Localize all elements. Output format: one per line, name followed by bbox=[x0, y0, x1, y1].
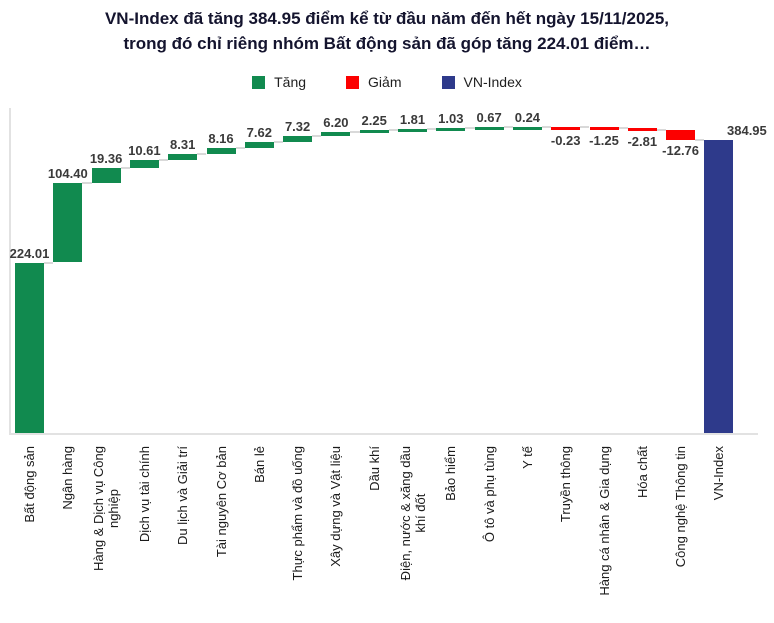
bar-13[interactable] bbox=[512, 127, 542, 131]
value-label-1: 104.40 bbox=[47, 166, 88, 182]
category-label-text: Du lịch và Giải trí bbox=[175, 446, 191, 545]
bar-1[interactable] bbox=[53, 183, 83, 263]
waterfall-connector bbox=[388, 128, 398, 131]
bar-6[interactable] bbox=[244, 141, 274, 148]
legend-label: VN-Index bbox=[463, 74, 522, 90]
bar-15[interactable] bbox=[589, 127, 619, 130]
chart-title-line2: trong đó chỉ riêng nhóm Bất động sản đã … bbox=[123, 34, 651, 53]
value-label-4: 8.31 bbox=[170, 136, 196, 152]
waterfall-connector bbox=[273, 140, 284, 143]
waterfall-connector bbox=[465, 126, 475, 129]
y-axis-line bbox=[9, 108, 11, 435]
waterfall-connector bbox=[541, 126, 552, 129]
bar-17[interactable] bbox=[666, 130, 696, 141]
value-label-3: 10.61 bbox=[128, 143, 161, 159]
waterfall-connector bbox=[503, 126, 513, 129]
bar-4[interactable] bbox=[168, 153, 198, 161]
bar-18[interactable] bbox=[704, 140, 734, 433]
category-label-text: Ô tô và phụ tùng bbox=[481, 446, 497, 543]
category-label-text: VN-Index bbox=[711, 446, 727, 501]
value-label-18: 384.95 bbox=[727, 123, 767, 139]
value-label-11: 1.03 bbox=[438, 110, 464, 126]
waterfall-connector bbox=[350, 130, 360, 133]
value-label-6: 7.62 bbox=[246, 124, 272, 140]
bar-11[interactable] bbox=[436, 127, 466, 131]
waterfall-connector bbox=[120, 167, 130, 170]
bar-9[interactable] bbox=[359, 129, 389, 133]
waterfall-connector bbox=[158, 159, 169, 162]
legend-label: Giảm bbox=[368, 74, 402, 90]
category-label-text: Bán lẻ bbox=[251, 446, 267, 483]
category-label-text: Thực phẩm và đồ uống bbox=[290, 446, 306, 581]
x-axis-line bbox=[9, 433, 758, 435]
bar-7[interactable] bbox=[283, 136, 313, 142]
value-label-7: 7.32 bbox=[284, 119, 311, 135]
waterfall-connector bbox=[44, 261, 54, 264]
category-label-text: Hàng cá nhân & Gia dụng bbox=[596, 446, 612, 596]
value-label-16: -2.81 bbox=[627, 133, 658, 149]
category-label-text: Y tế bbox=[519, 446, 535, 469]
category-label-text: Truyền thông bbox=[558, 446, 574, 523]
waterfall-connector bbox=[197, 152, 207, 155]
waterfall-connector bbox=[580, 126, 590, 129]
bar-0[interactable] bbox=[15, 262, 44, 433]
value-label-5: 8.16 bbox=[208, 130, 234, 146]
legend-label: Tăng bbox=[274, 74, 307, 90]
bar-16[interactable] bbox=[627, 128, 657, 131]
category-label-text: Công nghệ Thông tin bbox=[673, 446, 689, 568]
legend-swatch-total-icon bbox=[441, 75, 455, 89]
category-label-text: Bảo hiểm bbox=[443, 446, 459, 501]
value-label-0: 224.01 bbox=[9, 245, 50, 261]
bar-8[interactable] bbox=[321, 131, 351, 137]
category-label-text: Hàng & Dịch vụ Công nghiệp bbox=[91, 446, 122, 572]
waterfall-connector bbox=[656, 129, 667, 132]
chart-legend: Tăng Giảm VN-Index bbox=[0, 74, 774, 90]
waterfall-connector bbox=[312, 135, 322, 138]
legend-item-tang[interactable]: Tăng bbox=[252, 74, 306, 90]
bar-12[interactable] bbox=[474, 127, 504, 131]
legend-item-vnindex[interactable]: VN-Index bbox=[441, 74, 522, 90]
value-label-15: -1.25 bbox=[589, 132, 619, 148]
value-label-17: -12.76 bbox=[662, 143, 700, 159]
category-label-text: Xây dựng và Vật liệu bbox=[328, 446, 344, 567]
legend-swatch-increase-icon bbox=[252, 75, 266, 89]
value-label-9: 2.25 bbox=[361, 112, 387, 128]
value-label-12: 0.67 bbox=[476, 110, 502, 126]
chart-title: VN-Index đã tăng 384.95 điểm kể từ đầu n… bbox=[0, 6, 774, 56]
chart-title-line1: VN-Index đã tăng 384.95 điểm kể từ đầu n… bbox=[104, 9, 670, 28]
value-label-2: 19.36 bbox=[89, 151, 123, 167]
category-label-text: Bất động sản bbox=[22, 446, 37, 523]
bar-10[interactable] bbox=[398, 128, 427, 132]
waterfall-connector bbox=[618, 127, 628, 130]
waterfall-connector bbox=[235, 146, 245, 149]
value-label-8: 6.20 bbox=[323, 114, 349, 130]
category-label-text: Ngân hàng bbox=[60, 446, 76, 510]
bar-2[interactable] bbox=[91, 168, 121, 183]
value-label-14: -0.23 bbox=[550, 132, 581, 148]
waterfall-connector bbox=[82, 182, 92, 185]
category-label-text: Điện, nước & xăng dầu khí đốt bbox=[397, 446, 428, 581]
category-label-text: Hóa chất bbox=[634, 446, 650, 499]
waterfall-connector bbox=[427, 127, 437, 130]
category-label-text: Tài nguyên Cơ bản bbox=[213, 446, 229, 558]
legend-item-giam[interactable]: Giảm bbox=[346, 74, 402, 90]
value-label-10: 1.81 bbox=[399, 111, 426, 127]
legend-swatch-decrease-icon bbox=[346, 75, 360, 89]
value-label-13: 0.24 bbox=[514, 110, 541, 126]
bar-14[interactable] bbox=[551, 127, 581, 130]
waterfall-connector bbox=[695, 139, 705, 142]
bar-3[interactable] bbox=[129, 160, 159, 169]
bar-5[interactable] bbox=[206, 147, 236, 154]
category-label-text: Dịch vụ tài chính bbox=[136, 446, 152, 543]
category-label-text: Dầu khí bbox=[366, 446, 382, 491]
